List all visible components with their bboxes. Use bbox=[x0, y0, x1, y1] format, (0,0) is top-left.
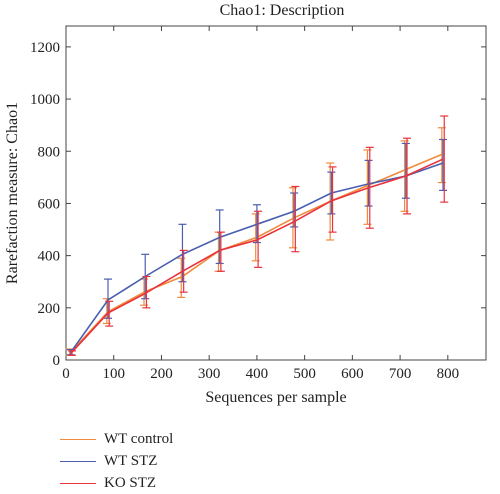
series-line bbox=[70, 162, 444, 353]
series-group bbox=[65, 115, 449, 356]
x-tick-label: 800 bbox=[437, 366, 460, 382]
series-line bbox=[70, 158, 444, 355]
y-tick-label: 200 bbox=[38, 301, 61, 317]
x-tick-label: 100 bbox=[102, 366, 125, 382]
series-wt-stz bbox=[66, 138, 448, 356]
x-tick-label: 600 bbox=[341, 366, 364, 382]
legend-label: WT control bbox=[104, 430, 174, 447]
x-axis-title: Sequences per sample bbox=[205, 389, 346, 406]
legend-label: KO STZ bbox=[104, 474, 157, 491]
chart-title: Chao1: Description bbox=[220, 2, 345, 19]
plot-frame bbox=[65, 25, 487, 361]
legend-swatch bbox=[60, 438, 96, 440]
x-tick-label: 500 bbox=[293, 366, 316, 382]
y-tick-label: 800 bbox=[38, 144, 61, 160]
legend-swatch bbox=[60, 482, 96, 484]
y-axis-title: Rarefaction measure: Chao1 bbox=[4, 102, 21, 284]
series-ko-stz bbox=[67, 115, 449, 356]
legend-label: WT STZ bbox=[104, 452, 158, 469]
series-line bbox=[70, 153, 444, 353]
legend: WT control WT STZ KO STZ bbox=[60, 428, 173, 494]
legend-item: WT control bbox=[60, 428, 173, 450]
x-tick-label: 0 bbox=[62, 366, 70, 382]
y-tick-label: 400 bbox=[38, 249, 61, 265]
y-tick-label: 1000 bbox=[30, 92, 60, 108]
x-tick-label: 400 bbox=[246, 366, 269, 382]
y-tick-label: 600 bbox=[38, 196, 61, 212]
x-tick-label: 300 bbox=[198, 366, 221, 382]
legend-item: KO STZ bbox=[60, 472, 173, 494]
axes-group: 0 100 200 300 400 500 600 700 800 0 200 400 600 800 10… bbox=[30, 26, 486, 382]
legend-item: WT STZ bbox=[60, 450, 173, 472]
x-tick-label: 200 bbox=[150, 366, 173, 382]
y-tick-label: 1200 bbox=[30, 40, 60, 56]
y-tick-label: 0 bbox=[53, 353, 61, 369]
series-wt-control bbox=[65, 127, 446, 356]
legend-swatch bbox=[60, 460, 96, 462]
x-tick-label: 700 bbox=[389, 366, 412, 382]
